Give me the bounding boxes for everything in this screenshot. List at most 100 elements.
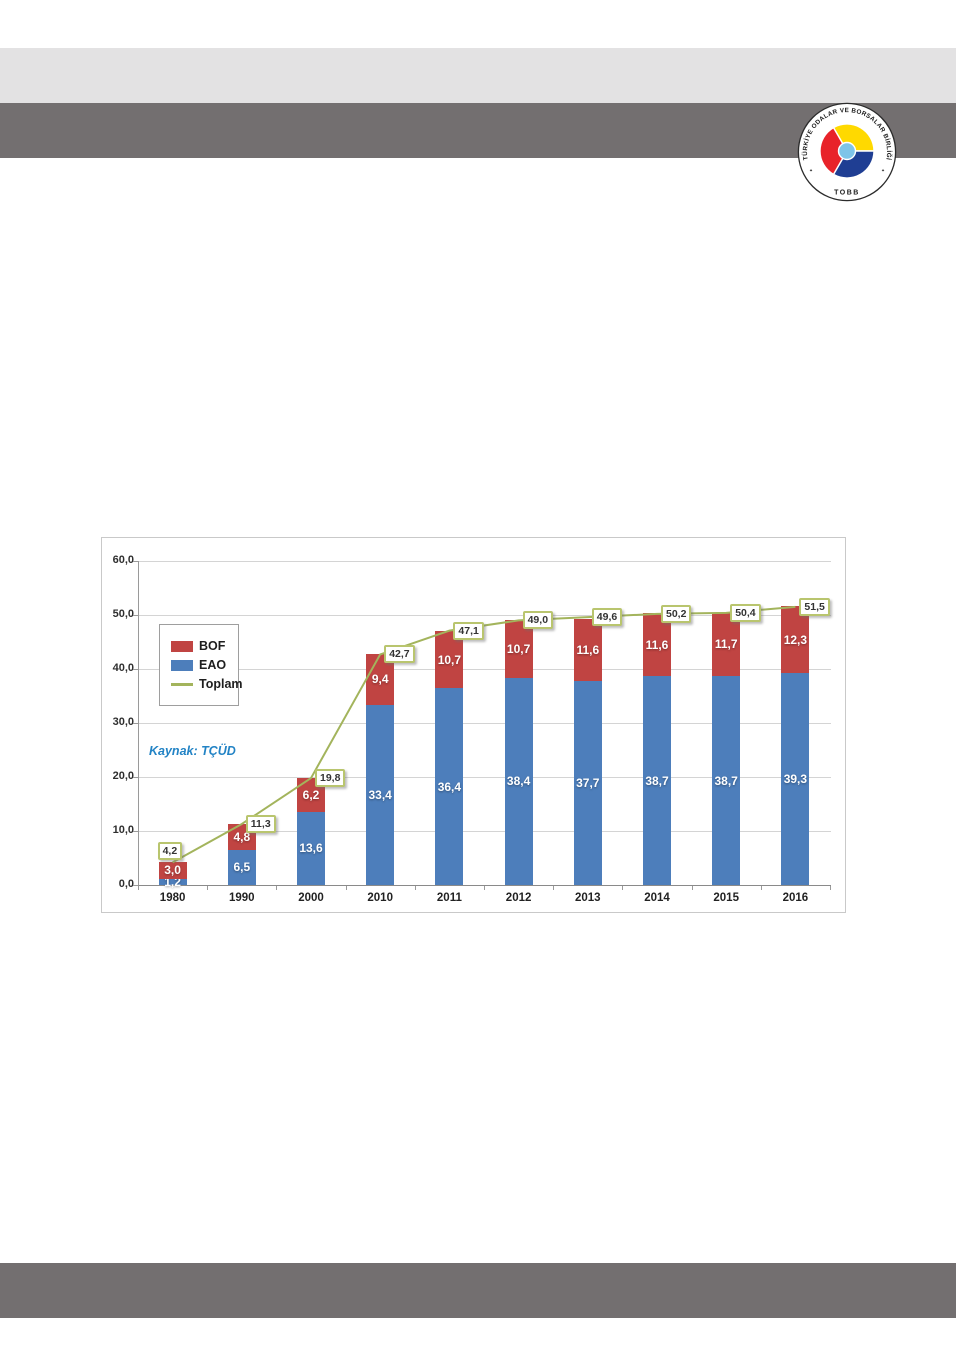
bar-eao-label: 38,7: [714, 773, 738, 788]
total-label-2010: 42,7: [384, 645, 415, 664]
bar-eao-2016: 39,3: [781, 672, 810, 885]
x-axis-tick: [553, 886, 555, 890]
toplam-line: [172, 605, 796, 864]
x-axis-tick: [345, 886, 347, 890]
logo-pinwheel-red: [819, 126, 848, 176]
bar-eao-2014: 38,7: [643, 676, 671, 885]
x-axis-tick: [760, 886, 762, 890]
y-axis-tick-label: 20,0: [112, 770, 134, 782]
gridline: [139, 669, 831, 670]
bar-bof-label: 10,7: [437, 652, 462, 667]
y-axis-tick: [133, 615, 138, 616]
bar-bof-2015: 11,7: [712, 612, 741, 676]
header-dark-band: [0, 103, 956, 158]
bar-eao-label: 36,4: [437, 779, 462, 794]
y-axis-tick: [133, 669, 138, 670]
x-axis-tick-label: 2010: [367, 892, 393, 904]
bar-eao-label: 33,4: [368, 787, 392, 802]
gridline: [139, 615, 831, 616]
bar-eao-2015: 38,7: [712, 676, 741, 885]
bar-bof-label: 12,3: [783, 632, 808, 647]
gridline: [139, 723, 831, 724]
bar-bof-label: 6,2: [302, 787, 320, 802]
bar-bof-2013: 11,6: [573, 618, 602, 682]
tobb-logo-svg: TÜRKİYE ODALAR VE BORSALAR BİRLİĞİ TOBB …: [797, 102, 897, 202]
source-note: Kaynak: TÇÜD: [149, 744, 236, 758]
bar-eao-label: 39,3: [783, 771, 808, 786]
legend-item-EAO: EAO: [171, 658, 238, 672]
y-axis-tick-label: 0,0: [118, 878, 134, 890]
gridline: [139, 831, 831, 832]
total-label-2013: 49,6: [591, 608, 623, 627]
total-label-1980: 4,2: [157, 842, 183, 861]
x-axis-tick-label: 2011: [436, 892, 462, 904]
bar-eao-2013: 37,7: [573, 681, 602, 885]
x-axis-tick: [414, 886, 416, 890]
x-axis-tick: [138, 886, 139, 890]
total-label-1990: 11,3: [245, 814, 276, 833]
logo-pinwheel: [819, 123, 875, 179]
bar-bof-label: 11,6: [576, 643, 600, 658]
legend-swatch-BOF: [171, 640, 193, 652]
y-axis-tick-label: 30,0: [112, 716, 134, 728]
bar-eao-2011: 36,4: [435, 688, 464, 885]
total-label-2012: 49,0: [522, 611, 554, 630]
bar-bof-label: 9,4: [371, 672, 389, 687]
x-axis-tick: [622, 886, 624, 890]
gridline: [139, 777, 831, 778]
y-axis-tick: [133, 831, 138, 832]
total-label-2015: 50,4: [730, 603, 761, 622]
y-axis-tick-label: 60,0: [112, 554, 134, 566]
x-axis-tick-label: 2014: [644, 892, 670, 904]
y-axis-tick: [133, 777, 138, 778]
bar-bof-label: 11,7: [714, 637, 738, 652]
x-axis-tick-label: 2000: [298, 892, 324, 904]
bar-bof-2010: 9,4: [366, 653, 395, 705]
legend-label: BOF: [199, 639, 226, 653]
x-axis-tick-label: 2012: [505, 892, 532, 904]
bar-eao-label: 6,5: [233, 860, 251, 875]
bar-bof-label: 10,7: [506, 641, 531, 656]
bar-eao-2010: 33,4: [366, 704, 395, 885]
footer-band: [0, 1263, 956, 1318]
legend-label: Toplam: [199, 677, 243, 691]
bar-eao-2000: 13,6: [297, 811, 325, 885]
total-label-2016: 51,5: [799, 597, 830, 616]
legend-swatch-Toplam: [171, 682, 193, 686]
logo-pinwheel-center: [837, 141, 857, 161]
bar-eao-label: 13,6: [299, 841, 323, 856]
logo-tobb-text: TOBB: [834, 190, 860, 197]
chart-legend: BOF EAO Toplam: [159, 624, 243, 706]
logo-star-right: ✦: [881, 168, 885, 173]
x-axis-tick-label: 2013: [575, 892, 601, 904]
total-label-2011: 47,1: [453, 621, 484, 640]
bar-bof-label: 4,8: [233, 829, 251, 844]
y-axis-tick: [133, 723, 138, 724]
y-axis-tick: [133, 561, 138, 562]
bar-bof-2014: 11,6: [643, 613, 671, 676]
y-axis-tick-label: 50,0: [112, 608, 134, 620]
total-label-2014: 50,2: [661, 604, 692, 623]
header-light-band: [0, 48, 956, 103]
x-axis-tick: [207, 886, 209, 890]
stacked-bar-chart: 0,0 10,0 20,0 30,0 40,0 50,0 60,0 1,2 3,0 1980 6,5…: [101, 537, 846, 913]
legend-item-BOF: BOF: [171, 639, 238, 653]
legend-label: EAO: [199, 658, 227, 672]
bar-bof-label: 3,0: [164, 863, 181, 878]
x-axis-tick: [830, 886, 831, 890]
bar-bof-1980: 3,0: [158, 862, 187, 879]
bar-eao-1990: 6,5: [227, 849, 256, 885]
bar-eao-label: 37,7: [576, 776, 600, 791]
x-axis-tick: [691, 886, 693, 890]
total-label-2000: 19,8: [315, 769, 346, 788]
legend-item-Toplam: Toplam: [171, 677, 243, 691]
x-axis-tick: [484, 886, 485, 890]
x-axis-tick-label: 1980: [159, 892, 186, 904]
y-axis-tick-label: 40,0: [112, 662, 134, 674]
plot-area: [138, 561, 831, 886]
bar-bof-2016: 12,3: [781, 606, 810, 673]
gridline: [139, 561, 831, 562]
bar-bof-2012: 10,7: [504, 619, 533, 678]
tobb-logo: TÜRKİYE ODALAR VE BORSALAR BİRLİĞİ TOBB …: [797, 102, 897, 202]
